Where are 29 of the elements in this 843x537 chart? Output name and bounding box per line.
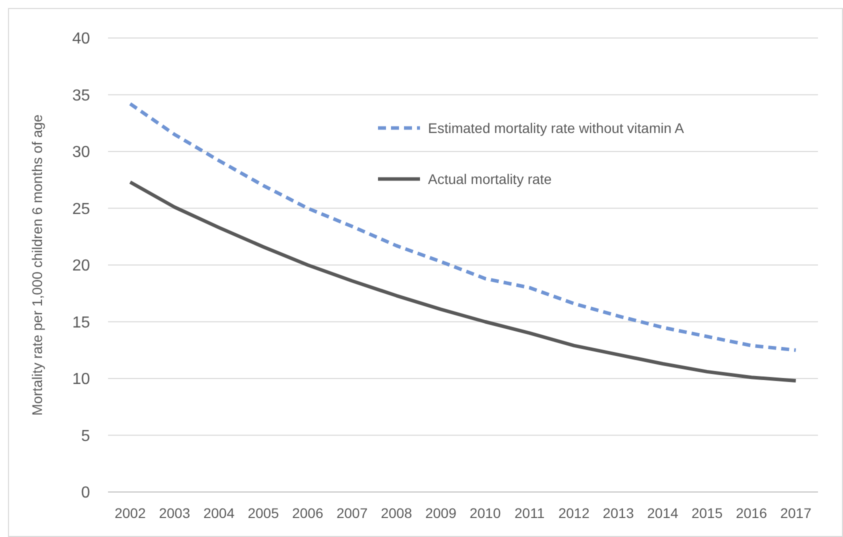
y-tick-label: 30 (72, 144, 90, 162)
x-tick-label: 2005 (248, 505, 280, 521)
y-axis-title: Mortality rate per 1,000 children 6 months of age (29, 114, 45, 416)
x-tick-label: 2004 (203, 505, 235, 521)
y-tick-label: 40 (72, 30, 90, 48)
x-tick-label: 2006 (292, 505, 324, 521)
legend-label: Actual mortality rate (428, 170, 552, 187)
x-tick-label: 2010 (470, 505, 501, 521)
x-tick-label: 2014 (647, 505, 678, 521)
x-tick-label: 2009 (425, 505, 457, 521)
x-tick-label: 2017 (780, 505, 812, 521)
x-tick-label: 2012 (558, 505, 590, 521)
y-tick-label: 20 (72, 258, 90, 275)
x-tick-label: 2015 (691, 505, 723, 521)
y-tick-label: 15 (72, 314, 90, 332)
x-tick-label: 2002 (114, 505, 146, 521)
x-tick-label: 2016 (736, 505, 768, 521)
x-tick-label: 2011 (514, 505, 545, 521)
y-tick-label: 5 (81, 428, 90, 445)
x-tick-label: 2007 (336, 505, 368, 521)
legend-label: Estimated mortality rate without vitamin A (428, 120, 685, 136)
y-tick-label: 35 (72, 87, 90, 104)
x-tick-label: 2013 (602, 505, 634, 521)
y-tick-label: 0 (81, 484, 90, 502)
x-tick-label: 2008 (380, 505, 412, 521)
y-tick-label: 10 (72, 371, 90, 388)
line-series (128, 102, 798, 352)
x-tick-label: 2003 (158, 505, 190, 521)
y-tick-label: 25 (72, 200, 90, 218)
